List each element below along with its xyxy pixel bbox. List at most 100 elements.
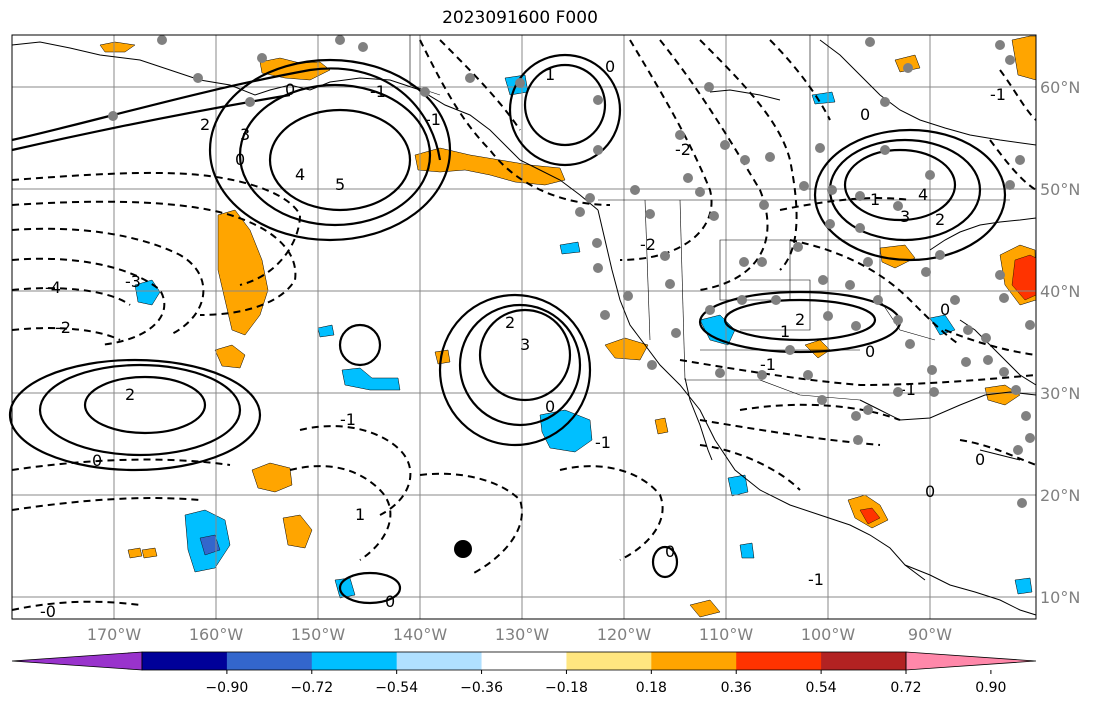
colorbar-label: −0.18 xyxy=(545,680,588,696)
contour-label: 1 xyxy=(780,322,790,341)
colorbar-extend-high xyxy=(905,651,1037,671)
contour-label: 3 xyxy=(900,207,910,226)
contour-label: -1 xyxy=(595,433,611,452)
political-borders xyxy=(409,35,1010,401)
lat-label: 30°N xyxy=(1040,384,1080,403)
contour-label: -1 xyxy=(425,110,441,129)
colorbar-label: −0.90 xyxy=(205,680,248,696)
positive-anomaly-area xyxy=(259,57,331,81)
lat-label: 60°N xyxy=(1040,78,1080,97)
contour-label: -0 xyxy=(40,602,56,621)
contour-label: 0 xyxy=(975,450,985,469)
contour-labels: 2 3 4 5 -1 0 -2 -3 -4 2 3 0 -1 2 0 1 -2 … xyxy=(40,57,1006,621)
map-panel xyxy=(12,35,1036,619)
longitude-labels: 170°W 160°W 150°W 140°W 130°W 120°W 110°… xyxy=(87,625,952,644)
contour-label: 0 xyxy=(925,482,935,501)
negative-anomaly-area xyxy=(929,314,956,336)
positive-anomaly-area xyxy=(604,337,649,361)
contour-label: 2 xyxy=(795,310,805,329)
contour-label: -3 xyxy=(125,272,141,291)
contour-label: 0 xyxy=(545,397,555,416)
positive-anomaly-area xyxy=(654,417,669,435)
contour-label: 0 xyxy=(605,57,615,76)
contour-label: -2 xyxy=(640,235,656,254)
contour-label: 2 xyxy=(200,115,210,134)
colorbar-segment xyxy=(736,652,822,670)
contour-label: -1 xyxy=(900,380,916,399)
positive-anomaly-area xyxy=(689,599,721,618)
positive-anomaly-area xyxy=(879,244,916,269)
negative-anomaly-area xyxy=(559,241,581,255)
colorbar-label: 0.36 xyxy=(721,680,752,696)
lon-label: 100°W xyxy=(801,625,856,644)
negative-anomaly-area xyxy=(739,542,755,559)
contour-label: 0 xyxy=(860,105,870,124)
colorbar-segment xyxy=(566,652,652,670)
negative-anomaly-area xyxy=(727,474,749,497)
positive-anomaly-area xyxy=(99,41,136,53)
positive-anomaly-area xyxy=(214,344,246,369)
negative-anomaly-area xyxy=(341,367,401,391)
contour-label: 2 xyxy=(935,210,945,229)
positive-contours xyxy=(8,53,1007,605)
contour-label: 0 xyxy=(865,342,875,361)
colorbar-segment xyxy=(396,652,483,670)
strong-positive-anomaly-area xyxy=(859,507,881,525)
contour-label: -1 xyxy=(990,85,1006,104)
colorbar-segment xyxy=(311,652,398,670)
contour-label: -4 xyxy=(45,278,61,297)
lat-label: 10°N xyxy=(1040,588,1080,607)
contour-label: -1 xyxy=(808,570,824,589)
colorbar-label: 0.72 xyxy=(890,680,921,696)
map-frame xyxy=(11,34,1037,620)
colorbar-label: 0.54 xyxy=(806,680,837,696)
contour-label: -1 xyxy=(370,82,386,101)
contour-label: 2 xyxy=(505,313,515,332)
lon-label: 150°W xyxy=(291,625,346,644)
contour-label: 0 xyxy=(92,451,102,470)
contour-label: 1 xyxy=(545,65,555,84)
contour-label: 0 xyxy=(385,592,395,611)
colorbar-segment xyxy=(481,652,567,670)
colorbar-label: −0.54 xyxy=(375,680,418,696)
contour-label: -2 xyxy=(55,318,71,337)
lat-label: 20°N xyxy=(1040,486,1080,505)
colorbar-segment xyxy=(651,652,737,670)
lon-label: 170°W xyxy=(87,625,142,644)
contour-label: 0 xyxy=(665,542,675,561)
colorbar-label: −0.72 xyxy=(290,680,333,696)
negative-contours xyxy=(11,39,1037,611)
contour-label: -2 xyxy=(675,140,691,159)
storm-center-marker xyxy=(454,540,472,558)
contour-label: 0 xyxy=(235,150,245,169)
contour-label: -1 xyxy=(760,355,776,374)
lon-label: 130°W xyxy=(495,625,550,644)
negative-anomaly-area xyxy=(539,409,593,453)
contour-label: 1 xyxy=(355,505,365,524)
contour-label: 3 xyxy=(240,125,250,144)
colorbar-segment xyxy=(142,652,228,670)
contour-label: 2 xyxy=(125,385,135,404)
contour-label: 0 xyxy=(285,80,295,99)
lon-label: 90°W xyxy=(908,625,952,644)
coastlines xyxy=(11,39,1037,616)
negative-anomaly-area xyxy=(1014,577,1033,595)
contour-label: 3 xyxy=(520,335,530,354)
colorbar-label: −0.36 xyxy=(460,680,503,696)
negative-anomaly-area xyxy=(199,534,221,556)
positive-anomaly-area xyxy=(141,547,158,559)
positive-anomaly-area xyxy=(251,462,293,493)
positive-anomaly-area xyxy=(127,547,143,559)
colorbar-segment xyxy=(226,652,313,670)
colorbar: −0.90 −0.72 −0.54 −0.36 −0.18 0.18 0.36 0.54 0.7… xyxy=(11,651,1037,696)
colorbar-segment xyxy=(821,652,907,670)
colorbar-label: 0.90 xyxy=(975,680,1006,696)
lat-label: 40°N xyxy=(1040,282,1080,301)
positive-anomaly-area xyxy=(434,349,451,365)
contour-label: -1 xyxy=(340,410,356,429)
positive-anomaly-area xyxy=(414,147,566,186)
colorbar-border xyxy=(141,651,907,671)
positive-anomaly-area xyxy=(217,209,269,336)
lon-label: 160°W xyxy=(189,625,244,644)
